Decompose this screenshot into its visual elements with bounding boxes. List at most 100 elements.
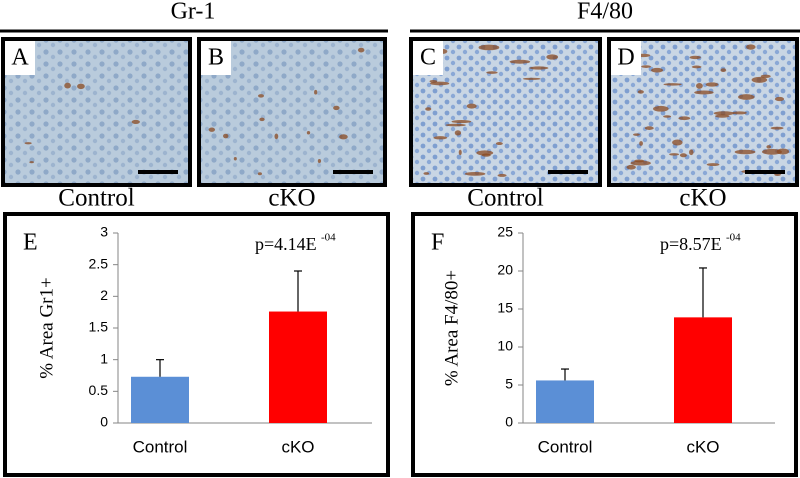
stain xyxy=(715,114,730,118)
chart-frame xyxy=(3,212,390,477)
stain xyxy=(529,66,549,70)
x-tick-label: Control xyxy=(133,437,188,456)
stain xyxy=(746,44,756,50)
stain xyxy=(433,136,448,140)
x-tick-label: cKO xyxy=(281,437,314,456)
stain xyxy=(306,130,311,135)
annotation-exponent: -04 xyxy=(726,232,741,244)
stain xyxy=(770,126,784,130)
stain xyxy=(751,76,768,83)
image-label: cKO xyxy=(679,185,726,212)
stain xyxy=(694,90,714,95)
image-label: Control xyxy=(467,185,543,212)
stain xyxy=(208,127,216,132)
stain xyxy=(630,160,651,166)
bar xyxy=(674,317,732,423)
stain xyxy=(760,74,771,79)
stain xyxy=(454,130,462,136)
stain xyxy=(464,171,486,176)
stain xyxy=(734,149,756,155)
panel-letter: E xyxy=(23,230,38,256)
group-title: Gr-1 xyxy=(171,0,216,25)
stain xyxy=(546,54,559,60)
stain xyxy=(626,164,636,170)
image-label: Control xyxy=(58,185,134,212)
stain xyxy=(774,96,785,102)
stain xyxy=(445,123,466,127)
bar xyxy=(131,376,189,423)
stain xyxy=(776,148,790,155)
charts: E 0 0.5 1 1.5 2 2.5 3 % Area Gr1+ Control cKO p=4.1… xyxy=(3,212,798,477)
stain xyxy=(663,115,672,118)
y-tick-label: 3 xyxy=(100,224,108,240)
y-tick-label: 2.5 xyxy=(89,255,109,271)
stain xyxy=(732,111,747,115)
stain xyxy=(29,161,34,164)
x-tick-label: Control xyxy=(538,437,593,456)
group-title: F4/80 xyxy=(577,0,633,25)
y-axis-label: % Area F4/80+ xyxy=(441,270,462,386)
stain xyxy=(689,55,701,60)
stain xyxy=(689,149,694,156)
stain xyxy=(486,71,498,74)
panel-letter-box xyxy=(611,41,641,75)
y-tick-label: 1 xyxy=(100,350,108,366)
stain xyxy=(705,82,719,87)
bar xyxy=(536,380,594,423)
bar xyxy=(269,311,327,423)
stain xyxy=(466,103,477,109)
stain xyxy=(339,134,348,140)
stain xyxy=(495,142,503,146)
stain xyxy=(672,139,683,146)
y-tick-label: 15 xyxy=(497,300,513,316)
y-tick-label: 1.5 xyxy=(89,319,109,335)
panel-letter: C xyxy=(420,45,436,71)
stain xyxy=(258,94,265,98)
stain xyxy=(713,111,735,116)
chart-frame xyxy=(411,212,798,477)
stain xyxy=(481,153,491,157)
y-tick-label: 2 xyxy=(100,287,108,303)
stain xyxy=(77,83,85,90)
stain xyxy=(64,82,71,89)
stain xyxy=(678,116,691,121)
stain xyxy=(131,119,140,124)
stain xyxy=(451,120,472,124)
y-tick-label: 0.5 xyxy=(89,382,109,398)
stain xyxy=(223,133,229,139)
stain xyxy=(497,173,507,177)
y-tick-label: 20 xyxy=(497,262,513,278)
stain xyxy=(274,133,279,140)
panel-letter: B xyxy=(208,45,224,71)
y-tick-label: 0 xyxy=(505,414,513,430)
stain xyxy=(641,65,652,68)
stain xyxy=(651,67,664,73)
annotation-exponent: -04 xyxy=(321,232,336,244)
stain xyxy=(24,142,32,145)
stain xyxy=(669,153,680,156)
stain xyxy=(314,89,318,95)
y-tick-label: 5 xyxy=(505,376,513,392)
stain xyxy=(478,44,500,51)
annotation: p=8.57E xyxy=(660,234,722,254)
stain xyxy=(233,157,237,161)
stain xyxy=(639,141,643,146)
stain xyxy=(317,159,322,164)
panel-letter-box xyxy=(201,41,231,75)
stain xyxy=(691,65,702,69)
stain xyxy=(766,145,772,149)
image-label: cKO xyxy=(268,185,315,212)
stain xyxy=(259,117,265,122)
stain xyxy=(644,126,654,130)
panel-letter-box xyxy=(5,41,35,75)
stain xyxy=(429,80,438,83)
stain xyxy=(706,163,720,167)
stain xyxy=(679,153,687,158)
micrograph xyxy=(409,37,602,187)
stain xyxy=(522,77,541,80)
y-tick-label: 10 xyxy=(497,338,513,354)
stain xyxy=(637,90,644,94)
annotation: p=4.14E xyxy=(255,234,317,254)
panel-letter: D xyxy=(617,45,634,71)
